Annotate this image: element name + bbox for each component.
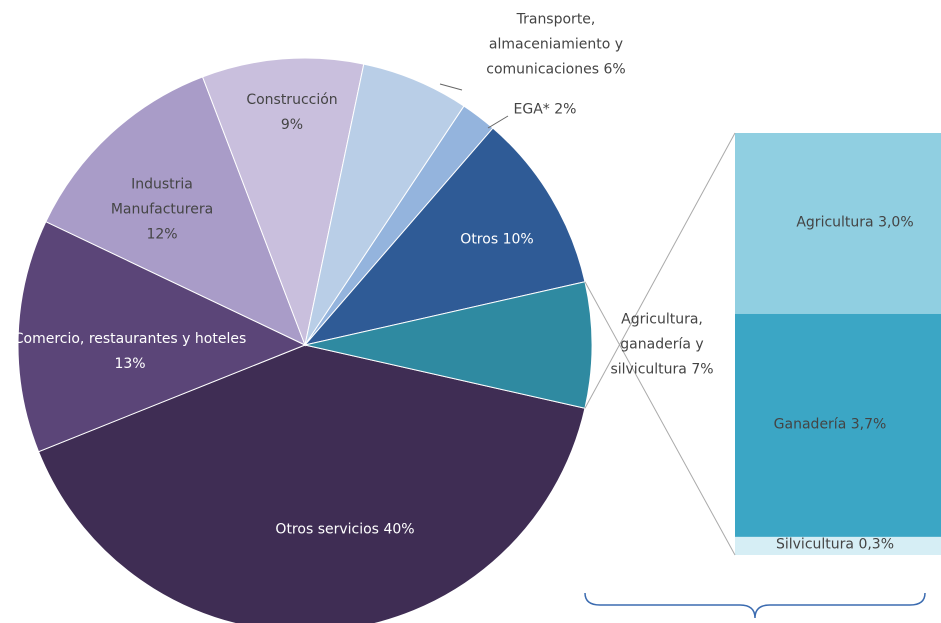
connector-line <box>584 132 736 409</box>
data-label: Ganadería 3,7% <box>740 413 920 438</box>
pie-slice <box>303 127 586 346</box>
label-part: Industria Manufacturera <box>110 176 214 218</box>
label-part: 3,7% <box>850 416 887 433</box>
bar-segment <box>735 536 941 555</box>
label-part: 6% <box>603 61 626 78</box>
label-part: Agricultura, ganadería y silvicultura <box>610 311 704 378</box>
pie-slice <box>17 220 307 453</box>
pie-slice <box>37 344 586 623</box>
label-part: 2% <box>554 101 577 118</box>
label-part: EGA* <box>513 101 550 118</box>
data-label: Otros 10% <box>437 228 557 253</box>
bar-segment <box>735 313 941 537</box>
data-label: Industria Manufacturera 12% <box>97 173 227 248</box>
label-part: 40% <box>383 521 415 538</box>
pie-slice <box>201 57 365 347</box>
label-part: Ganadería <box>773 416 847 433</box>
label-part: Transporte, almaceniamiento y comunicaci… <box>486 11 624 78</box>
brace <box>584 592 926 619</box>
data-label: Construcción 9% <box>222 88 362 138</box>
label-part: 0,3% <box>858 536 895 553</box>
label-part: Otros <box>460 231 499 248</box>
label-part: 10% <box>502 231 534 248</box>
data-label: Silvicultura 0,3% <box>740 533 930 558</box>
data-label: Otros servicios 40% <box>215 518 475 543</box>
connector-line <box>584 281 736 556</box>
data-label: Agricultura, ganadería y silvicultura 7% <box>597 308 727 383</box>
label-part: Comercio, restaurantes y hoteles <box>13 331 247 347</box>
bar-segment <box>735 133 941 314</box>
leader-line <box>487 115 509 129</box>
label-part: Construcción <box>246 92 338 108</box>
data-label: Comercio, restaurantes y hoteles 13% <box>5 327 255 377</box>
label-part: 13% <box>114 356 146 372</box>
leader-line <box>439 83 463 91</box>
label-part: Otros servicios <box>275 521 379 538</box>
label-part: 9% <box>280 117 304 133</box>
label-part: Silvicultura <box>775 536 854 553</box>
data-label: EGA* 2% <box>500 98 590 123</box>
pie-slice <box>304 281 593 409</box>
label-part: Agricultura <box>796 214 874 231</box>
data-label: Transporte, almaceniamiento y comunicaci… <box>461 8 651 83</box>
data-label: Agricultura 3,0% <box>765 211 941 236</box>
pie-slice <box>45 76 306 346</box>
label-part: 7% <box>691 361 714 378</box>
label-part: 3,0% <box>878 214 914 231</box>
label-part: 12% <box>146 226 178 243</box>
